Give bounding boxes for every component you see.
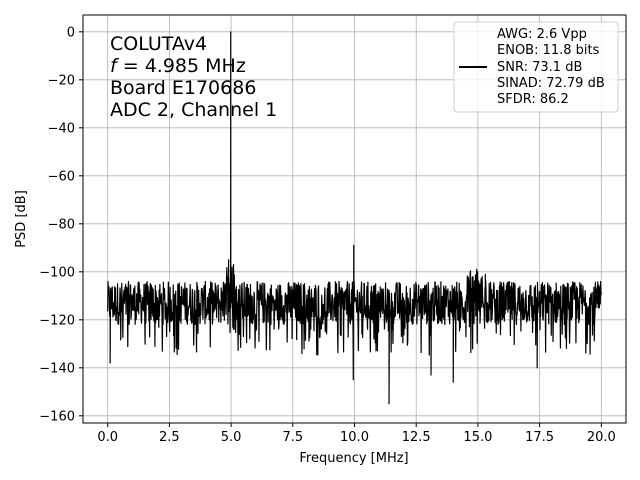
annotation-frequency-value: = 4.985 MHz: [117, 55, 246, 77]
legend-line-3: SNR: 73.1 dB: [497, 60, 582, 75]
x-tick-label: 7.5: [282, 430, 303, 445]
y-tick-label: −60: [48, 169, 75, 184]
legend-line-2: ENOB: 11.8 bits: [497, 43, 600, 58]
x-axis-ticks: 0.0 2.5 5.0 7.5 10.0 12.5 15.0 17.5 20.0: [97, 423, 616, 445]
x-tick-label: 15.0: [463, 430, 492, 445]
annotation-block: COLUTAv4 f = 4.985 MHz Board E170686 ADC…: [110, 33, 277, 121]
annotation-channel: ADC 2, Channel 1: [110, 99, 277, 121]
x-tick-label: 20.0: [587, 430, 616, 445]
annotation-board: Board E170686: [110, 77, 256, 99]
y-tick-label: −80: [48, 217, 75, 232]
y-tick-label: −40: [48, 121, 75, 136]
y-axis-ticks: 0 −20 −40 −60 −80 −100 −120 −140 −160: [39, 25, 83, 424]
y-tick-label: 0: [67, 25, 75, 40]
x-tick-label: 0.0: [97, 430, 118, 445]
y-tick-label: −20: [48, 73, 75, 88]
x-tick-label: 17.5: [525, 430, 554, 445]
legend-line-1: AWG: 2.6 Vpp: [497, 27, 587, 42]
y-tick-label: −140: [39, 361, 75, 376]
legend: AWG: 2.6 Vpp ENOB: 11.8 bits SNR: 73.1 d…: [453, 21, 619, 113]
psd-series: [107, 31, 602, 405]
x-tick-label: 5.0: [221, 430, 242, 445]
x-axis-label: Frequency [MHz]: [299, 451, 408, 466]
annotation-chip: COLUTAv4: [110, 33, 207, 55]
y-tick-label: −120: [39, 313, 75, 328]
psd-trace: [107, 31, 602, 405]
x-tick-label: 2.5: [159, 430, 180, 445]
legend-line-4: SINAD: 72.79 dB: [497, 76, 605, 91]
x-tick-label: 10.0: [340, 430, 369, 445]
y-tick-label: −100: [39, 265, 75, 280]
legend-box: [453, 21, 619, 113]
y-axis-label: PSD [dB]: [14, 190, 29, 248]
y-tick-label: −160: [39, 409, 75, 424]
legend-line-5: SFDR: 86.2: [497, 92, 569, 107]
annotation-frequency-var: f: [110, 55, 120, 77]
x-tick-label: 12.5: [402, 430, 431, 445]
annotation-frequency: f = 4.985 MHz: [110, 55, 246, 77]
